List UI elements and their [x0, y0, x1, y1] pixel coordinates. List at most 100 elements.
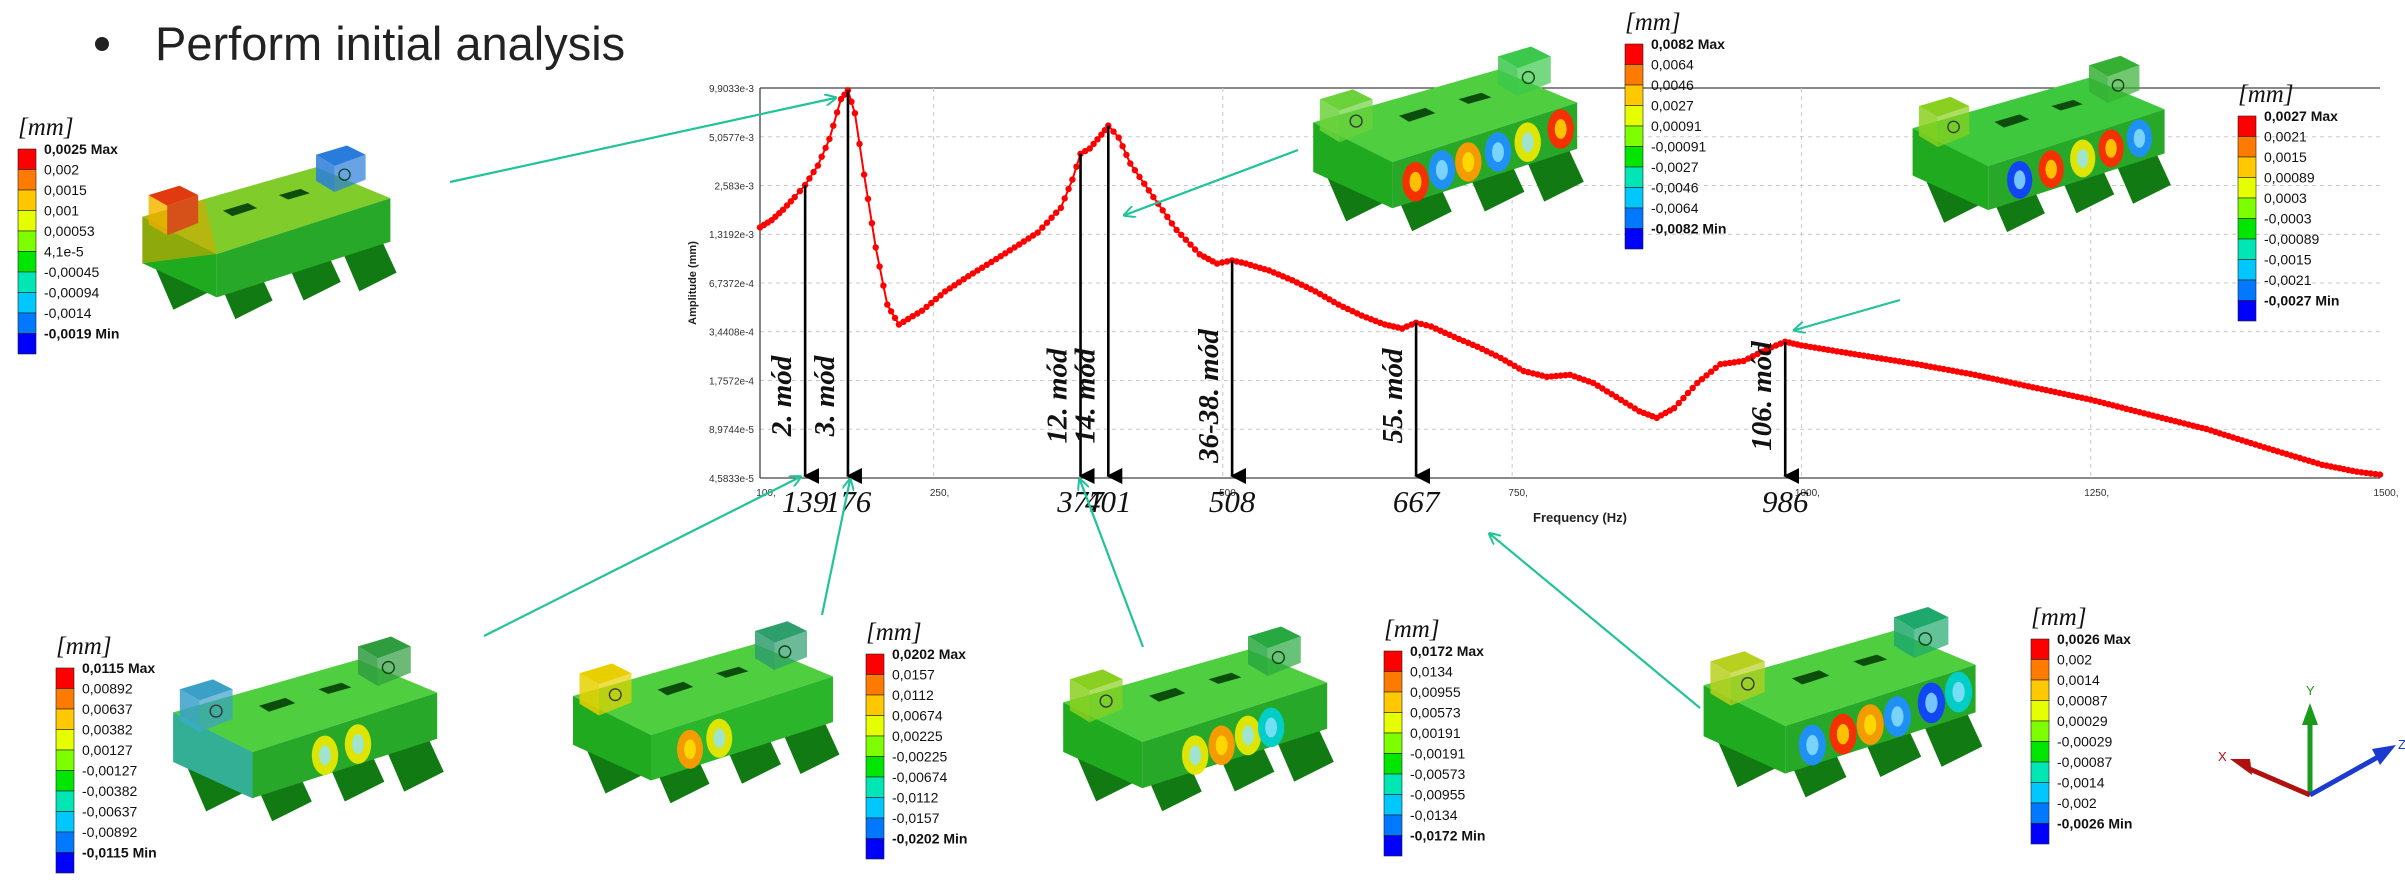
- connector-arrow: [820, 480, 850, 616]
- legend-swatch: [17, 251, 37, 273]
- legend-value: 0,00053: [44, 223, 95, 239]
- data-point: [1016, 241, 1023, 248]
- legend-value: 0,001: [44, 203, 79, 219]
- data-point: [1029, 232, 1037, 239]
- data-point: [1735, 358, 1743, 365]
- data-point: [1136, 173, 1143, 181]
- legend-swatch: [1624, 125, 1644, 147]
- legend-swatch: [1624, 64, 1644, 86]
- legend-swatch: [55, 811, 75, 833]
- x-tick-label: 1000,: [1795, 488, 1820, 499]
- legend-value: -0,00089: [2264, 231, 2319, 247]
- contour-legend: [mm]0,0115 Max 0,00892 0,00637 0,00382 0,001…: [55, 633, 157, 874]
- data-point: [1123, 151, 1130, 158]
- legend-swatch: [865, 735, 885, 757]
- data-point: [1131, 167, 1139, 174]
- data-point: [1164, 213, 1171, 220]
- data-point: [941, 288, 949, 295]
- legend-swatch: [1624, 228, 1644, 250]
- data-point: [1048, 214, 1055, 221]
- bullet-text: Perform initial analysis: [155, 17, 626, 70]
- legend-value: 0,00674: [892, 708, 943, 724]
- mode-label: 2. mód: [766, 355, 798, 437]
- bullet-item: Perform initial analysis: [95, 16, 625, 71]
- data-point: [992, 255, 1000, 263]
- legend-swatch: [1383, 691, 1403, 713]
- legend-max: 0,0172 Max: [1410, 643, 1484, 659]
- legend-value: -0,0064: [1651, 200, 1699, 216]
- legend-swatch: [55, 852, 75, 874]
- legend-max: 0,0025 Max: [44, 141, 118, 157]
- mode-frequency-label: 139: [782, 484, 829, 519]
- data-point: [946, 285, 953, 292]
- legend-swatch: [865, 838, 885, 860]
- legend-value: -0,0157: [892, 810, 940, 826]
- data-point: [1006, 247, 1014, 254]
- data-point: [810, 168, 817, 176]
- data-point: [1039, 224, 1046, 231]
- legend-swatch: [865, 797, 885, 819]
- x-tick-label: 1250,: [2084, 488, 2109, 499]
- data-point: [1065, 185, 1072, 193]
- connector-arrow: [1490, 534, 1701, 709]
- legend-swatch: [1624, 43, 1644, 65]
- legend-swatch: [2030, 761, 2050, 783]
- data-point: [1057, 204, 1065, 211]
- legend-swatch: [865, 776, 885, 798]
- y-tick-label: 2,583e-3: [715, 182, 755, 193]
- legend-swatch: [2237, 218, 2257, 240]
- mode-frequency-label: 508: [1209, 484, 1256, 519]
- data-point: [955, 279, 963, 286]
- triad-z-head: [2372, 745, 2396, 765]
- legend-swatch: [17, 210, 37, 232]
- data-point: [1069, 176, 1076, 183]
- legend-value: 0,0046: [1651, 77, 1694, 93]
- legend-value: -0,0027: [1651, 159, 1699, 175]
- legend-unit: [mm]: [1625, 9, 1681, 36]
- legend-swatch: [2030, 823, 2050, 845]
- legend-value: 0,00637: [82, 701, 133, 717]
- mode-36-model: [1063, 626, 1334, 812]
- data-point: [814, 162, 822, 169]
- legend-value: 0,00225: [892, 728, 943, 744]
- mode-3-model: [173, 636, 444, 822]
- legend-value: -0,00955: [1410, 787, 1465, 803]
- data-point: [1213, 260, 1221, 267]
- legend-swatch: [2237, 177, 2257, 199]
- data-point: [1115, 134, 1122, 141]
- legend-swatch: [17, 333, 37, 355]
- data-point: [1101, 127, 1109, 134]
- legend-value: -0,00091: [1651, 139, 1706, 155]
- legend-value: -0,0134: [1410, 807, 1458, 823]
- x-tick-label: 250,: [930, 488, 949, 499]
- data-point: [997, 253, 1004, 260]
- data-point: [801, 181, 809, 189]
- x-tick-label: 500,: [1219, 488, 1238, 499]
- data-point: [1712, 364, 1720, 372]
- data-point: [1312, 288, 1319, 295]
- legend-value: 0,00089: [2264, 170, 2315, 186]
- legend-swatch: [1624, 187, 1644, 209]
- data-point: [1548, 373, 1555, 380]
- legend-unit: [mm]: [56, 633, 112, 660]
- legend-swatch: [2030, 741, 2050, 763]
- x-axis-label: Frequency (Hz): [1533, 510, 1627, 525]
- data-point: [1631, 405, 1639, 412]
- legend-value: -0,00045: [44, 264, 99, 280]
- data-point: [1698, 376, 1706, 383]
- data-point: [1680, 394, 1687, 402]
- data-point: [1011, 244, 1018, 251]
- legend-value: 0,00091: [1651, 118, 1702, 134]
- legend-value: -0,0015: [2264, 252, 2312, 268]
- legend-value: -0,0014: [44, 305, 92, 321]
- contour-legend: [mm]0,0027 Max 0,0021 0,0015 0,00089 0,0003 -…: [2237, 81, 2339, 322]
- legend-value: -0,0003: [2264, 211, 2312, 227]
- legend-swatch: [1383, 773, 1403, 795]
- data-point: [1187, 241, 1194, 248]
- data-point: [1684, 389, 1692, 397]
- legend-swatch: [17, 292, 37, 314]
- data-point: [1002, 250, 1009, 257]
- legend-value: 0,0027: [1651, 98, 1694, 114]
- triad-y-label: Y: [2306, 683, 2315, 698]
